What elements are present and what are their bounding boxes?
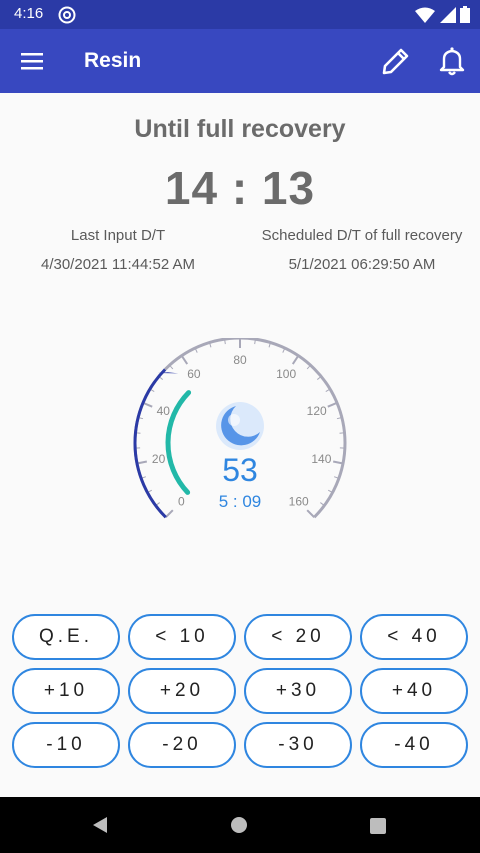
lt40-button[interactable]: < 40: [360, 614, 468, 660]
resin-content: Until full recovery 14 : 13 Last Input D…: [0, 93, 480, 797]
gauge-tick: [194, 347, 198, 353]
minus20-button[interactable]: -20: [128, 722, 236, 768]
gauge-tick: [169, 364, 174, 370]
last-input-label: Last Input D/T: [70, 227, 166, 244]
navigation-bar: [0, 797, 480, 853]
crescent-moon-icon: [216, 402, 264, 450]
plus10-button[interactable]: +10: [12, 668, 120, 714]
gauge-tick: [254, 339, 256, 345]
gauge-tick-label: 80: [233, 353, 247, 367]
minus40-button[interactable]: -40: [360, 722, 468, 768]
gauge-tick: [336, 417, 342, 420]
plus20-button[interactable]: +20: [128, 668, 236, 714]
gauge-tick: [327, 489, 333, 493]
app-title: Resin: [84, 49, 142, 72]
battery-icon: [460, 6, 470, 23]
bell-icon[interactable]: [436, 45, 468, 77]
gauge-tick-label: 20: [152, 452, 166, 466]
last-input-value: 4/30/2021 11:44:52 AM: [40, 256, 195, 273]
scheduled-label: Scheduled D/T of full recovery: [261, 227, 463, 244]
gauge-tick: [332, 460, 344, 465]
gauge-tick: [268, 342, 271, 348]
qe-button[interactable]: Q.E.: [12, 614, 120, 660]
gauge-tick: [180, 355, 189, 365]
status-icons: [415, 6, 470, 28]
status-bar: 4:16: [0, 0, 480, 29]
gauge-tick-label: 140: [311, 452, 331, 466]
gauge-tick-label: 60: [187, 367, 201, 381]
gauge-tick: [325, 388, 331, 393]
gauge-tick-label: 160: [289, 495, 309, 509]
at-sign-icon: [58, 6, 76, 24]
gauge-tick-label: 0: [178, 495, 185, 509]
scheduled-value: 5/1/2021 06:29:50 AM: [288, 256, 436, 273]
gauge-tick: [327, 401, 338, 408]
gauge-tick: [316, 376, 322, 380]
status-time: 4:16: [14, 5, 44, 22]
gauge-tick: [282, 347, 286, 353]
pencil-icon[interactable]: [380, 45, 412, 77]
gauge-tick: [165, 509, 174, 518]
gauge-tick: [136, 460, 148, 465]
time-until-full: 14 : 13: [164, 162, 316, 214]
menu-icon[interactable]: [20, 49, 46, 73]
gauge-tick: [306, 509, 315, 518]
wifi-icon: [415, 7, 436, 23]
gauge-ticks: 0 20 40 60 80 100 120 140 160: [135, 338, 345, 518]
gauge-tick-label: 120: [307, 404, 327, 418]
current-marker-arc: [133, 368, 167, 519]
plus30-button[interactable]: +30: [244, 668, 352, 714]
gauge-tick: [224, 339, 226, 345]
home-circle-icon[interactable]: [229, 815, 249, 835]
signal-icon: [439, 7, 456, 23]
value-arc: [165, 390, 192, 495]
lt20-button[interactable]: < 20: [244, 614, 352, 660]
gauge-tick: [142, 401, 153, 408]
current-marker-pointer: [157, 372, 179, 374]
recent-square-icon[interactable]: [369, 817, 387, 835]
gauge-tick-label: 100: [276, 367, 296, 381]
app-bar: Resin: [0, 29, 480, 93]
lt10-button[interactable]: < 10: [128, 614, 236, 660]
minus30-button[interactable]: -30: [244, 722, 352, 768]
gauge-tick: [209, 342, 212, 348]
gauge-tick: [320, 502, 325, 506]
back-triangle-icon[interactable]: [90, 815, 110, 835]
gauge-tick: [333, 476, 340, 479]
page-title: Until full recovery: [134, 115, 346, 143]
gauge-tick: [306, 364, 311, 370]
resin-gauge: 0 20 40 60 80 100 120 140 160 53 5 : 09: [133, 338, 347, 519]
gauge-tick-label: 40: [157, 404, 171, 418]
gauge-value: 53: [222, 452, 258, 488]
gauge-tick: [291, 355, 300, 365]
minus10-button[interactable]: -10: [12, 722, 120, 768]
gauge-next-timer: 5 : 09: [219, 492, 262, 511]
plus40-button[interactable]: +40: [360, 668, 468, 714]
